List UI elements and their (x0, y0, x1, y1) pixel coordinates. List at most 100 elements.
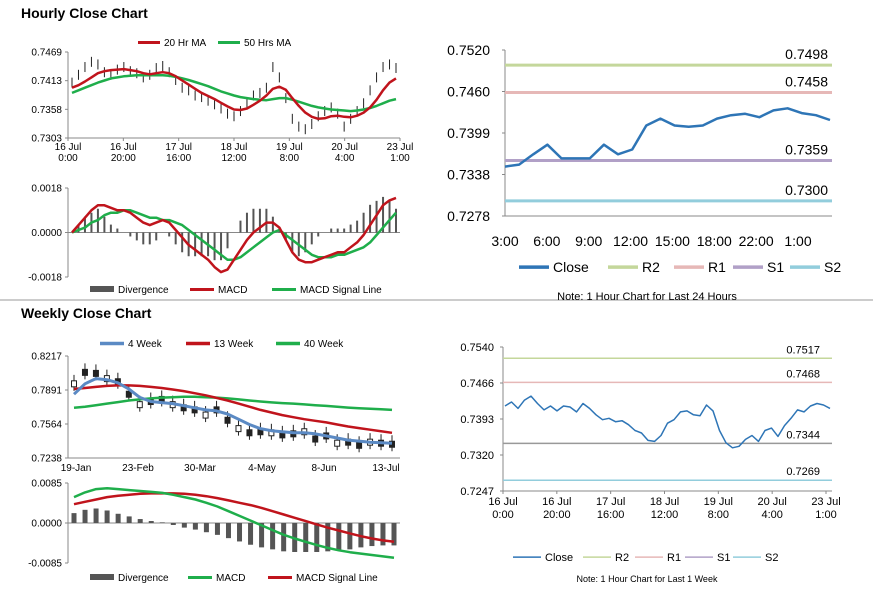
hourly-24h-level-label-r2: 0.7498 (785, 46, 828, 62)
hourly-24h-xtick: 15:00 (655, 233, 690, 249)
weekly-divergence-bar (137, 519, 143, 523)
weekly-divergence-bar (71, 513, 77, 523)
weekly-divergence-bar (248, 523, 254, 545)
weekly-candle-body (202, 411, 209, 419)
hourly-24h-legend-s2-label: S2 (824, 259, 841, 275)
weekly-1w-xtick-time: 20:00 (543, 509, 571, 521)
weekly-divergence-bar (259, 523, 265, 548)
weekly-1w-xtick-time: 1:00 (815, 509, 836, 521)
legend-40-week-label: 40 Week (304, 339, 344, 350)
weekly-divergence-bar (281, 523, 287, 552)
weekly-candle-body (136, 401, 143, 409)
weekly-divergence-bar (93, 508, 99, 523)
hourly-macd-signal-line (71, 209, 397, 261)
weekly-divergence-bar (380, 523, 386, 546)
weekly-divergence-bar (270, 523, 276, 550)
weekly-1w-xtick-time: 4:00 (761, 509, 782, 521)
weekly-price-xtick: 4-May (248, 463, 276, 474)
weekly-candle-body (81, 368, 88, 376)
weekly-1w-xtick-time: 12:00 (651, 509, 679, 521)
legend-macd-signal-label: MACD Signal Line (300, 285, 382, 296)
hourly-price-xtick-date: 18 Jul (221, 142, 248, 153)
weekly-1w-legend-r1-label: R1 (667, 552, 681, 564)
weekly-divergence-bar (203, 523, 209, 533)
weekly-divergence-bar (237, 523, 243, 542)
hourly-24h-ytick: 0.7520 (447, 42, 490, 58)
weekly-candle-body (224, 416, 231, 424)
hourly-macd-ytick: 0.0018 (31, 184, 62, 195)
hourly-price-xtick-time: 16:00 (166, 153, 191, 164)
weekly-macd-ytick: 0.0085 (31, 479, 62, 490)
weekly-1w-xtick-date: 19 Jul (704, 496, 733, 508)
weekly-price-xtick: 19-Jan (61, 463, 92, 474)
weekly-legend-divergence-label: Divergence (118, 573, 169, 584)
weekly-candle-body (312, 435, 319, 443)
weekly-price-xtick: 30-Mar (184, 463, 216, 474)
weekly-divergence-bar (104, 510, 110, 523)
hourly-price-xtick-date: 20 Jul (331, 142, 358, 153)
weekly-candle-body (356, 441, 363, 449)
hourly-price-xtick-time: 0:00 (58, 153, 78, 164)
weekly-macd-ytick: 0.0000 (31, 519, 62, 530)
legend-50hrs-ma-label: 50 Hrs MA (244, 38, 292, 49)
weekly-1w-legend-r2-label: R2 (615, 552, 629, 564)
hourly-price-xtick-date: 23 Jul (387, 142, 414, 153)
hourly-24h-close-line (504, 107, 831, 168)
weekly-price-ytick: 0.7891 (31, 386, 62, 397)
weekly-candle-body (246, 429, 253, 437)
hourly-price-ytick: 0.7413 (31, 76, 62, 87)
weekly-divergence-bar (82, 509, 88, 523)
weekly-divergence-bar (314, 523, 320, 552)
weekly-1w-xtick-date: 17 Jul (596, 496, 625, 508)
weekly-1w-xtick-time: 8:00 (708, 509, 729, 521)
weekly-macd-line (73, 486, 395, 560)
hourly-price-xtick-time: 12:00 (221, 153, 246, 164)
hourly-24h-ytick: 0.7460 (447, 83, 490, 99)
weekly-legend-macd-signal-label: MACD Signal Line (296, 573, 378, 584)
weekly-divergence-bar (192, 523, 198, 530)
weekly-divergence-bar (126, 516, 132, 523)
weekly-1w-level-label-r1: 0.7468 (786, 368, 820, 380)
weekly-divergence-bar (303, 523, 309, 552)
weekly-13-week-line (73, 384, 393, 435)
legend-20hr-ma-label: 20 Hr MA (164, 38, 207, 49)
weekly-price-xtick: 8-Jun (311, 463, 336, 474)
weekly-1w-xtick-time: 0:00 (492, 509, 513, 521)
weekly-candle-body (235, 425, 242, 433)
hourly-24h-note: Note: 1 Hour Chart for Last 24 Hours (557, 291, 737, 303)
weekly-divergence-bar (170, 523, 176, 525)
hourly-24h-ytick: 0.7399 (447, 125, 490, 141)
hourly-macd-line (71, 196, 397, 274)
hourly-24h-level-label-s2: 0.7300 (785, 182, 828, 198)
weekly-divergence-bar (369, 523, 375, 547)
weekly-price-ytick: 0.8217 (31, 352, 62, 363)
weekly-price-xtick: 13-Jul (372, 463, 399, 474)
hourly-price-ytick: 0.7358 (31, 105, 62, 116)
weekly-1w-close-line (504, 395, 831, 449)
weekly-candle-body (71, 380, 77, 388)
hourly-24h-ytick: 0.7278 (447, 208, 490, 224)
hourly-price-xtick-time: 8:00 (280, 153, 300, 164)
weekly-macd-ytick: -0.0085 (28, 559, 62, 570)
legend-13-week-label: 13 Week (214, 339, 254, 350)
weekly-section-title: Weekly Close Chart (21, 305, 152, 321)
hourly-price-xtick-date: 16 Jul (110, 142, 137, 153)
weekly-4-week-line (72, 377, 393, 445)
hourly-24h-level-label-s1: 0.7359 (785, 141, 828, 157)
legend-divergence-swatch (90, 286, 114, 292)
weekly-candle-body (92, 369, 99, 377)
hourly-macd-ytick: 0.0000 (31, 228, 62, 239)
hourly-price-xtick-time: 20:00 (111, 153, 136, 164)
weekly-1w-level-label-r2: 0.7517 (786, 344, 820, 356)
legend-4-week-label: 4 Week (128, 339, 163, 350)
hourly-price-xtick-date: 17 Jul (165, 142, 192, 153)
weekly-price-xtick: 23-Feb (122, 463, 154, 474)
weekly-divergence-bar (336, 523, 342, 551)
weekly-1w-legend-s1-label: S1 (717, 552, 730, 564)
hourly-50hrs-ma-line (71, 74, 397, 113)
weekly-1w-xtick-date: 20 Jul (757, 496, 786, 508)
hourly-price-ytick: 0.7469 (31, 48, 62, 59)
weekly-40-week-line (73, 395, 393, 412)
hourly-24h-xtick: 12:00 (613, 233, 648, 249)
